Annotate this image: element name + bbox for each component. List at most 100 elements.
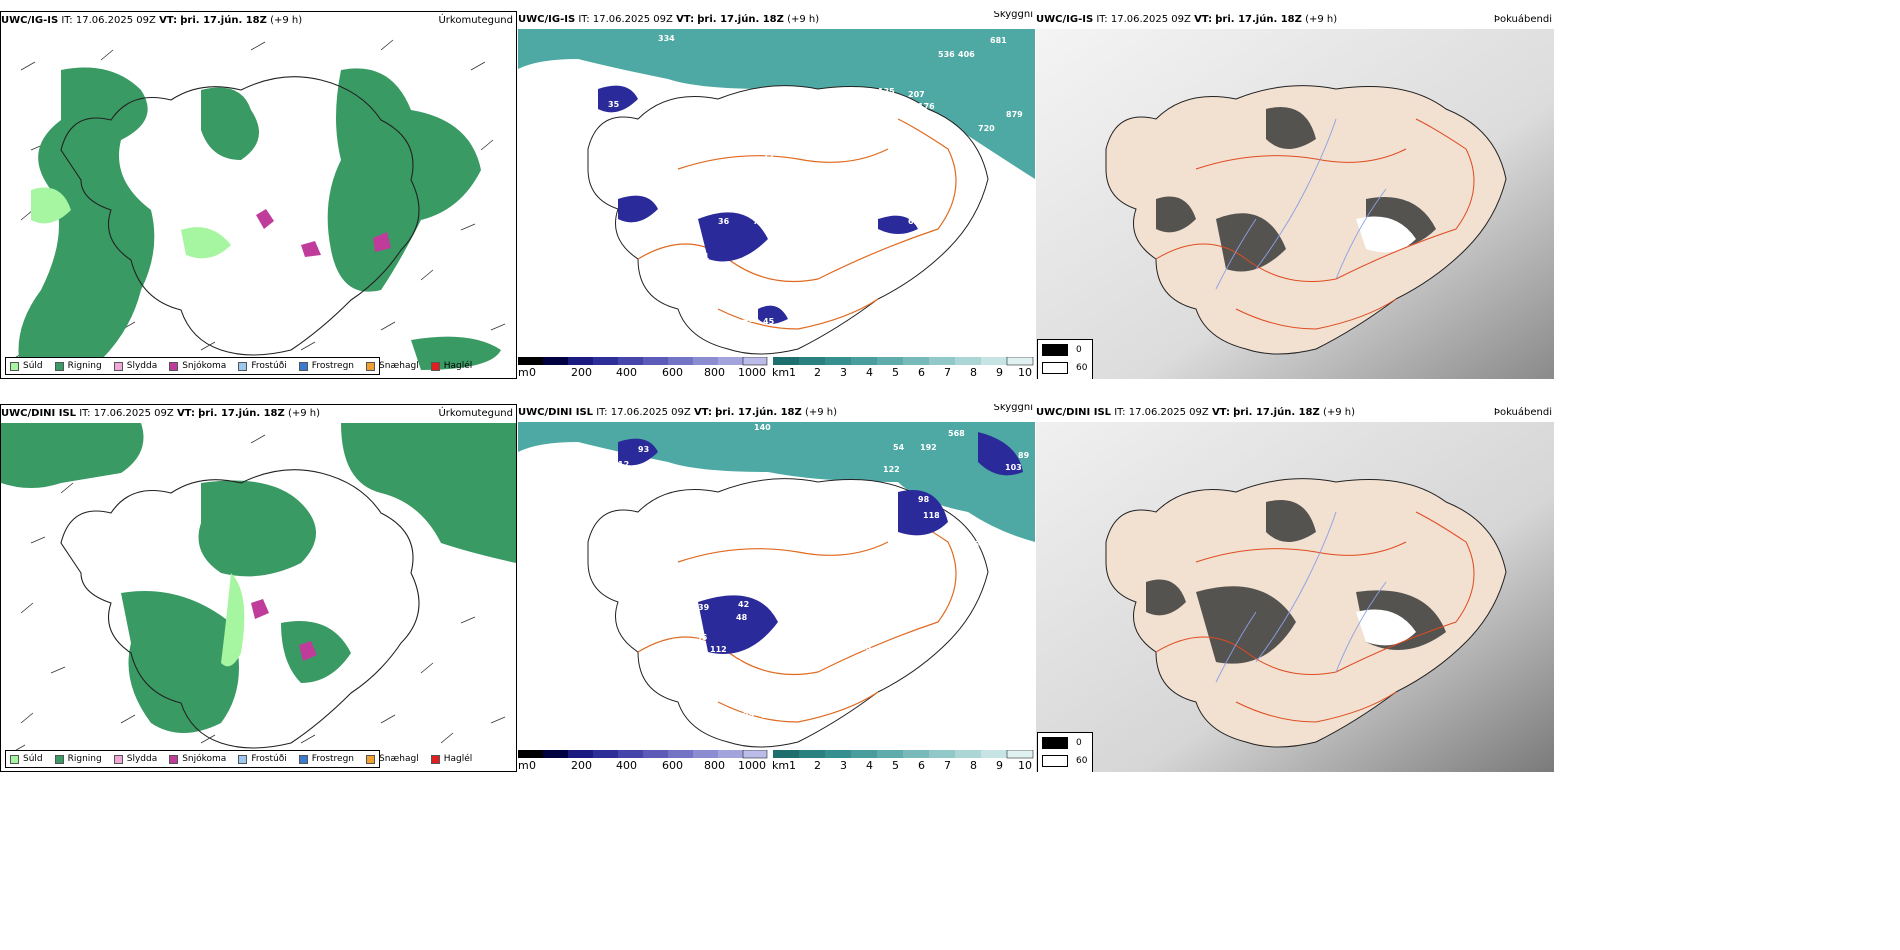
- cloud-label: 63: [908, 217, 919, 226]
- legend-swatch: [298, 361, 308, 371]
- cloud-label: 119: [848, 492, 865, 501]
- legend-label: Haglél: [443, 361, 473, 371]
- colorbar-cell: [568, 357, 593, 365]
- cloud-label: 136: [968, 177, 985, 186]
- colorbar-unit: km: [772, 366, 790, 379]
- model-name: UWC/DINI ISL: [1036, 407, 1112, 418]
- colorbar-tick: 6: [918, 759, 925, 772]
- vt-value: þri. 17.jún. 18Z: [1233, 407, 1320, 418]
- legend-label: 60: [1076, 363, 1088, 373]
- colorbar-tick: 1: [789, 366, 796, 379]
- cloud-label: 33: [573, 200, 584, 209]
- cloud-label: 51: [938, 122, 950, 131]
- cloud-label: 122: [883, 465, 900, 474]
- colorbar-cell: [543, 750, 568, 758]
- legend-label: Rigning: [67, 754, 102, 764]
- vt-value: þri. 17.jún. 18Z: [1215, 14, 1302, 25]
- colorbar-tick: 1000: [738, 759, 766, 772]
- vt-value: þri. 17.jún. 18Z: [180, 15, 267, 26]
- colorbar-cell: [903, 750, 929, 758]
- colorbar-tick: 8: [970, 366, 977, 379]
- colorbar-cell: [742, 750, 768, 759]
- colorbar-cell: [955, 750, 981, 758]
- model-name: UWC/IG-IS: [518, 14, 576, 25]
- legend-swatch: [113, 361, 123, 371]
- legend-swatch: [1042, 737, 1068, 749]
- colorbar-cell: [718, 357, 743, 365]
- model-name: UWC/DINI ISL: [518, 407, 594, 418]
- colorbar-cell: [593, 750, 618, 758]
- colorbar-cell: [1006, 357, 1034, 366]
- legend-swatch: [1042, 755, 1068, 767]
- colorbar-tick: 4: [866, 366, 873, 379]
- colorbar-cell: [773, 750, 799, 758]
- cloud-map[interactable]: 334 154 35 65 63 55 33 42 61 36 46 71 55…: [518, 29, 1035, 359]
- cloud-label: 39: [643, 467, 655, 476]
- legend-label: Frostregn: [311, 361, 355, 371]
- cloud-label: 43: [928, 237, 939, 246]
- legend-label: 0: [1076, 738, 1082, 748]
- it-value: 17.06.2025 09Z: [93, 408, 174, 419]
- colorbar-cell: [773, 357, 799, 365]
- cloud-label: 112: [710, 645, 727, 654]
- cloud-label: 154: [598, 70, 615, 79]
- cloud-label: 720: [978, 124, 995, 133]
- legend-label: Frostúði: [251, 361, 287, 371]
- cloud-label: 12: [618, 460, 629, 469]
- fog-map[interactable]: [1036, 29, 1554, 379]
- it-label: IT:: [61, 15, 73, 26]
- vt-label: VT:: [1211, 407, 1230, 418]
- model-name: UWC/IG-IS: [1036, 14, 1094, 25]
- colorbar-tick: 4: [866, 759, 873, 772]
- legend-label: Snjókoma: [182, 361, 227, 371]
- cloud-labels: 93 12 39 140 54 192 568 89 103 122 98 11…: [618, 423, 1030, 720]
- land: [1105, 478, 1507, 748]
- colorbar-tick: 5: [892, 366, 899, 379]
- rain-area: [121, 591, 239, 733]
- cloud-label: 113: [838, 92, 855, 101]
- colorbar-tick: 9: [996, 366, 1003, 379]
- legend-label: Frostúði: [251, 754, 287, 764]
- cloud-labels: 334 154 35 65 63 55 33 42 61 36 46 71 55…: [573, 34, 1023, 326]
- colorbar-cell: [799, 750, 825, 758]
- fog-legend: 0 60: [1037, 339, 1093, 379]
- cloud-label: 536: [938, 50, 955, 59]
- vt-label: VT:: [1194, 14, 1213, 25]
- panel-title: Skyggni: [993, 11, 1033, 20]
- colorbar-cell: [568, 750, 593, 758]
- colorbar-cell: [593, 357, 618, 365]
- cloud-label: 252: [968, 540, 985, 549]
- coastline: [60, 469, 420, 749]
- sea-visibility: [518, 29, 1035, 179]
- coastline: [60, 76, 420, 356]
- colorbar-cell: [981, 750, 1007, 758]
- roads: [1155, 118, 1475, 330]
- fog-map[interactable]: [1036, 422, 1554, 772]
- colorbar-unit: m: [518, 366, 529, 379]
- cloud-label: 103: [1005, 463, 1022, 472]
- colorbar-tick: 600: [662, 366, 683, 379]
- it-label: IT:: [578, 14, 590, 25]
- rivers: [1215, 118, 1387, 290]
- precip-panel-row2: UWC/DINI ISL IT: 17.06.2025 09Z VT: þri.…: [0, 404, 517, 772]
- drizzle-area: [221, 573, 245, 667]
- precip-map[interactable]: [1, 30, 516, 378]
- panel-header: UWC/IG-IS IT: 17.06.2025 09Z VT: þri. 17…: [1, 12, 302, 30]
- it-value: 17.06.2025 09Z: [610, 407, 691, 418]
- legend-label: 0: [1076, 345, 1082, 355]
- cloud-label: 74: [693, 645, 705, 654]
- cloud-label: 76: [746, 297, 758, 306]
- colorbar-cell: [877, 750, 903, 758]
- cloud-label: 42: [683, 232, 694, 241]
- cloud-label: 60: [658, 627, 670, 636]
- it-value: 17.06.2025 09Z: [75, 15, 156, 26]
- cloud-label: 118: [988, 560, 1005, 569]
- cloud-label: 54: [893, 443, 905, 452]
- cloud-map[interactable]: 93 12 39 140 54 192 568 89 103 122 98 11…: [518, 422, 1035, 752]
- colorbar-tick: 800: [704, 366, 725, 379]
- colorbar-cell: [903, 357, 929, 365]
- cloud-label: 42: [848, 122, 859, 131]
- precip-map[interactable]: [1, 423, 516, 771]
- colorbar-cell: [643, 357, 668, 365]
- colorbar-tick: 200: [571, 759, 592, 772]
